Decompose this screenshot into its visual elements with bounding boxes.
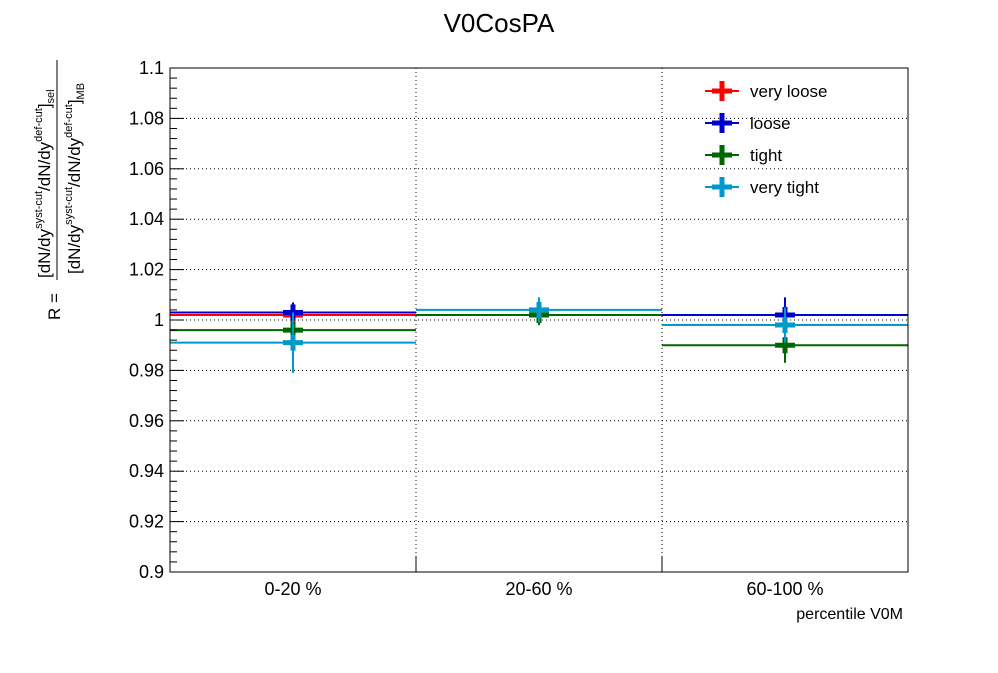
y-tick-label: 1.04 (129, 209, 164, 229)
y-tick-label: 1.1 (139, 58, 164, 78)
y-tick-label: 1.06 (129, 159, 164, 179)
series-very-tight (170, 297, 908, 373)
x-axis-ticks: 0-20 % 20-60 % 60-100 % (264, 556, 824, 599)
x-tick-label: 60-100 % (746, 579, 823, 599)
y-axis-label-prefix: R = (45, 293, 64, 320)
legend: very loose loose tight very tight (705, 81, 827, 197)
x-tick-label: 0-20 % (264, 579, 321, 599)
legend-item: very tight (705, 177, 819, 197)
x-axis-label: percentile V0M (796, 606, 903, 623)
y-axis-label-numerator: [dN/dysyst-cut/dN/dydef-cut]sel (33, 89, 57, 278)
y-tick-label: 0.98 (129, 360, 164, 380)
y-tick-label: 1.08 (129, 108, 164, 128)
y-tick-label: 1 (154, 310, 164, 330)
y-tick-label: 0.92 (129, 512, 164, 532)
y-tick-label: 0.94 (129, 461, 164, 481)
series-layer (170, 297, 908, 373)
legend-label: tight (750, 146, 782, 165)
legend-item: loose (705, 113, 791, 133)
legend-item: tight (705, 145, 782, 165)
y-tick-label: 0.96 (129, 411, 164, 431)
legend-label: very tight (750, 178, 819, 197)
legend-label: loose (750, 114, 791, 133)
y-axis-label-denominator: [dN/dysyst-cut/dN/dydef-cut]MB (63, 83, 87, 274)
legend-label: very loose (750, 82, 827, 101)
x-tick-label: 20-60 % (505, 579, 572, 599)
chart-title: V0CosPA (444, 8, 555, 38)
y-axis-label: R = [dN/dysyst-cut/dN/dydef-cut]sel [dN/… (33, 60, 87, 320)
y-tick-label: 0.9 (139, 562, 164, 582)
grid-lines (170, 68, 908, 572)
legend-item: very loose (705, 81, 827, 101)
y-axis-ticks: 0.9 0.92 0.94 0.96 0.98 1 1.02 1.04 1.06 1.08 1.1 (129, 58, 184, 582)
y-tick-label: 1.02 (129, 260, 164, 280)
